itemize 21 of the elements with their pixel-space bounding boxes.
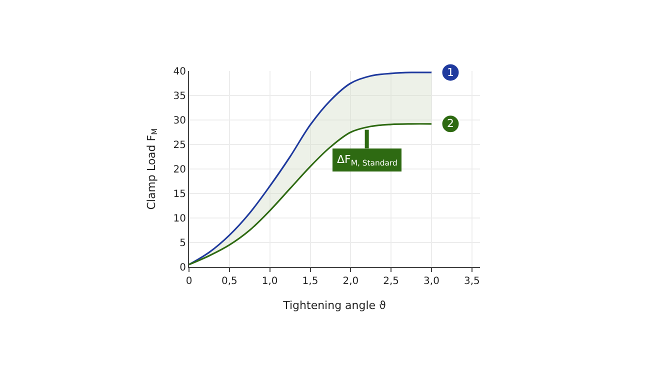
x-tick-label: 2,5 (383, 276, 400, 287)
y-tick-label: 15 (173, 189, 186, 200)
line-series (189, 123, 432, 266)
x-axis-title: Tightening angle ϑ (282, 299, 386, 312)
annotation: ΔF$_{M, Standard}$ (337, 153, 398, 168)
x-tick-label: 3,5 (464, 276, 480, 287)
series-label: 2 (447, 117, 454, 130)
x-tick-label: 1,0 (262, 276, 278, 287)
x-tick-label: 1,5 (302, 276, 318, 287)
y-tick-label: 25 (173, 140, 186, 151)
x-tick-label: 2,0 (342, 276, 359, 287)
x-tick-label: 3,0 (424, 276, 440, 287)
y-tick-label: 10 (173, 214, 186, 224)
y-tick-label: 0 (180, 262, 186, 274)
series-label: 1 (447, 66, 454, 79)
y-tick-label: 20 (173, 164, 186, 176)
x-tick-label: 0,5 (221, 276, 238, 287)
y-tick-label: 40 (173, 66, 186, 78)
y-tick-label: 35 (173, 91, 186, 102)
y-tick-label: 5 (180, 238, 186, 249)
y-tick-label: 30 (173, 116, 186, 126)
